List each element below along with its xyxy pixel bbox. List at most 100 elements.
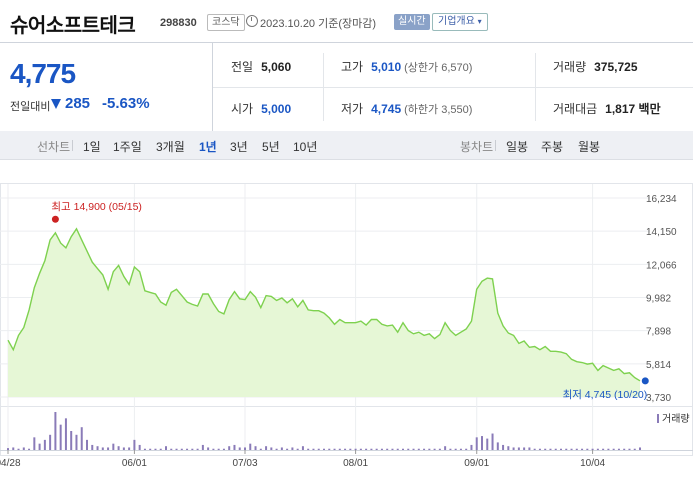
volume-bar [470, 444, 473, 450]
volume-bar [86, 439, 88, 450]
tab-monthly[interactable]: 월봉 [578, 140, 601, 154]
chevron-down-icon: ▾ [477, 17, 482, 26]
volume-bar [17, 448, 20, 450]
volume-bar [560, 448, 562, 450]
volume-bar [549, 448, 552, 450]
divider [213, 87, 693, 88]
y-tick-label: 16,234 [646, 194, 677, 205]
y-tick-label: 14,150 [646, 227, 677, 238]
volume-bar [528, 447, 531, 450]
realtime-button[interactable]: 실시간 [394, 14, 430, 30]
current-price-panel: 4,775 전일대비 285 -5.63% [0, 43, 213, 131]
volume-bar [491, 433, 494, 450]
volume-bar [233, 444, 236, 450]
tab-1w[interactable]: 1주일 [113, 140, 142, 154]
volume-bar [359, 448, 362, 450]
volume-bar [112, 443, 115, 450]
volume-bar [201, 444, 204, 450]
y-tick-label: 9,982 [646, 294, 671, 305]
volume-bar [28, 448, 31, 450]
volume-bar [617, 448, 620, 450]
volume-bar [165, 446, 167, 450]
volume-bar [565, 448, 568, 450]
volume-bar [75, 434, 78, 450]
tab-weekly[interactable]: 주봉 [541, 140, 564, 154]
volume-bar [107, 447, 110, 450]
volume-bar [349, 448, 352, 450]
volume-bar [386, 448, 389, 450]
volume-bar [459, 448, 462, 450]
volume-bar [286, 448, 289, 450]
volume-bar [117, 446, 120, 450]
volume-bar [333, 448, 336, 450]
volume-bar [428, 448, 431, 450]
volume-bar [354, 448, 357, 450]
change-label: 전일대비 [10, 101, 51, 113]
company-info-dropdown[interactable]: 기업개요 ▾ [432, 13, 488, 31]
volume-bar [370, 448, 373, 450]
volume-bar [438, 448, 441, 450]
volume-bar [270, 447, 273, 450]
divider [495, 140, 496, 151]
volume-bar [639, 447, 641, 450]
volume-bar [323, 448, 325, 450]
volume-bar [407, 448, 410, 450]
volume-bar [133, 439, 136, 450]
x-tick-label: 08/01 [343, 458, 368, 469]
amount-cell: 거래대금 1,817 백만 [553, 100, 661, 117]
volume-bar [228, 446, 231, 450]
price-area [8, 228, 640, 397]
tab-3y[interactable]: 3년 [230, 140, 248, 154]
volume-bar [170, 448, 173, 450]
x-tick-label: 04/28 [0, 458, 21, 469]
tab-3m[interactable]: 3개월 [156, 140, 185, 154]
volume-bar [212, 448, 215, 450]
low-label: 저가 [341, 102, 364, 116]
reference-date: 2023.10.20 기준(장마감) [260, 18, 377, 30]
prev-close-label: 전일 [231, 60, 254, 74]
volume-bar [380, 448, 383, 450]
volume-bar [159, 448, 162, 450]
stock-code: 298830 [160, 17, 197, 29]
tab-daily[interactable]: 일봉 [506, 140, 529, 154]
volume-bar [607, 448, 610, 450]
tab-1y[interactable]: 1년 [199, 140, 217, 154]
volume-bar [496, 442, 499, 450]
tab-1d[interactable]: 1일 [83, 140, 101, 154]
market-badge: 코스닥 [207, 14, 245, 31]
quote-box: 4,775 전일대비 285 -5.63% 전일 5,060 고가 5,010 (상한… [0, 42, 693, 132]
divider [323, 53, 324, 121]
volume-bar [143, 448, 146, 450]
max-marker [51, 215, 59, 223]
change-percent: -5.63% [102, 95, 150, 112]
volume-bar [238, 447, 241, 450]
volume-bar [612, 448, 615, 450]
clock-icon [246, 15, 258, 27]
volume-bar [523, 447, 526, 450]
volume-bar [512, 447, 515, 450]
volume-bar [101, 447, 104, 450]
y-tick-label: 5,814 [646, 360, 671, 371]
volume-bar [444, 446, 447, 450]
volume-bar [481, 436, 483, 450]
volume-bar [54, 412, 57, 450]
line-chart-label: 선차트 [37, 140, 71, 154]
y-tick-label: 7,898 [646, 327, 671, 338]
volume-bar [417, 448, 420, 450]
stock-name: 슈어소프트테크 [10, 15, 136, 37]
current-price: 4,775 [10, 58, 76, 89]
volume-bar [317, 448, 320, 450]
tab-5y[interactable]: 5년 [262, 140, 280, 154]
volume-bar [12, 447, 15, 450]
volume-bar [180, 448, 183, 450]
volume-bar [7, 448, 9, 450]
volume-bar [623, 448, 626, 450]
divider [72, 140, 73, 151]
volume-bar [91, 444, 94, 450]
volume-legend-label: 거래량 [662, 413, 690, 425]
low-cell: 저가 4,745 (하한가 3,550) [341, 100, 472, 117]
tab-10y[interactable]: 10년 [293, 140, 318, 154]
volume-bar [43, 439, 46, 450]
volume-bar [38, 443, 41, 450]
